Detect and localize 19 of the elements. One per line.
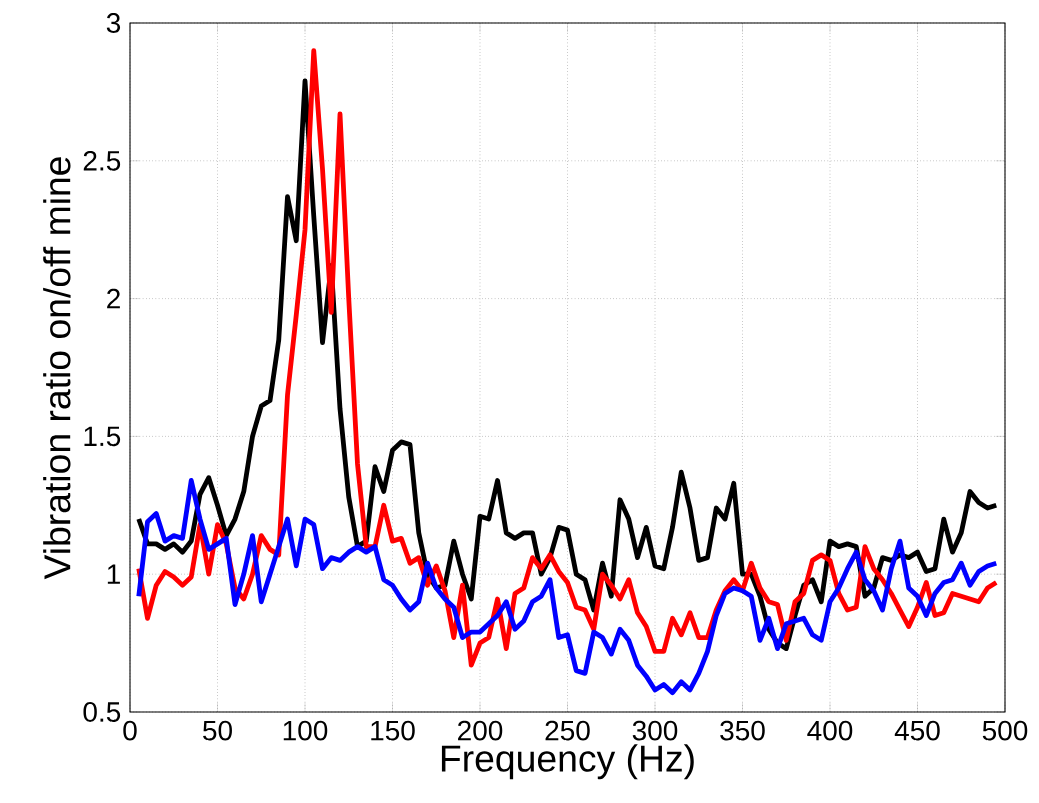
x-tick-label: 500 — [982, 720, 1028, 741]
x-tick-label: 100 — [283, 720, 328, 741]
y-tick-label: 1 — [107, 564, 120, 584]
x-axis-title: Frequency (Hz) — [441, 744, 694, 780]
y-tick-label: 3 — [106, 13, 121, 33]
x-tick-label: 150 — [371, 720, 415, 741]
x-tick-label: 300 — [632, 720, 678, 741]
y-axis-title: Vibration ratio on/off mine — [43, 157, 71, 580]
x-tick-label: 0 — [123, 720, 137, 741]
y-tick-label: 2 — [107, 288, 120, 309]
x-tick-label: 50 — [203, 720, 232, 741]
x-tick-label: 200 — [458, 720, 503, 741]
x-tick-label: 450 — [894, 720, 940, 741]
y-tick-label: 0.5 — [83, 702, 121, 722]
y-tick-label: 2.5 — [83, 150, 121, 171]
x-tick-label: 400 — [807, 720, 853, 741]
y-tick-label: 1.5 — [84, 426, 121, 447]
x-tick-label: 250 — [545, 720, 590, 741]
x-tick-label: 350 — [720, 720, 765, 741]
